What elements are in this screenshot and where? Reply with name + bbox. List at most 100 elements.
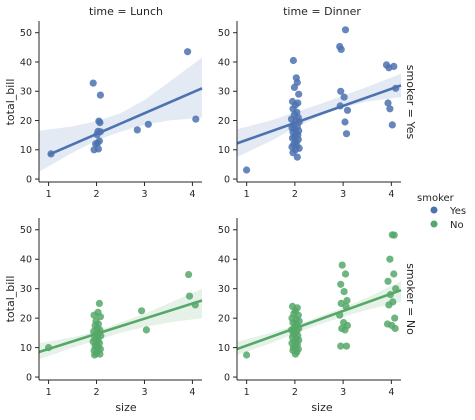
data-point	[133, 126, 141, 134]
data-point	[340, 93, 348, 101]
data-point	[185, 292, 194, 300]
data-point	[343, 106, 352, 114]
legend: smoker Yes No	[417, 193, 466, 231]
data-point	[94, 145, 102, 153]
data-point	[192, 115, 200, 123]
y-tick-label: 50	[218, 28, 230, 39]
data-point	[386, 255, 394, 263]
regression-line	[236, 84, 402, 145]
y-tick-label: 0	[224, 372, 230, 383]
row-title-smoker-yes: smoker = Yes	[404, 65, 417, 140]
legend-title: smoker	[417, 193, 455, 204]
y-tick-label: 0	[26, 372, 32, 383]
y-tick-label: 50	[20, 28, 32, 39]
data-point	[337, 45, 345, 54]
data-point	[96, 313, 104, 321]
data-point	[388, 121, 396, 129]
y-tick-label: 40	[218, 255, 230, 266]
y-tick-label: 40	[218, 57, 230, 68]
x-tick-label: 3	[340, 387, 346, 398]
panel-smoker-yes-dinner: 0 10 20 30 40 50 1 2 3 4	[218, 21, 402, 200]
confidence-band	[39, 288, 202, 360]
regression-line	[48, 87, 203, 156]
y-tick-label: 20	[218, 313, 230, 324]
y-tick-label: 40	[20, 255, 32, 266]
y-tick-label: 50	[218, 225, 230, 236]
data-point	[142, 326, 150, 334]
legend-label-yes: Yes	[449, 206, 466, 217]
data-point	[91, 351, 99, 359]
data-point	[290, 83, 298, 91]
y-tick-label: 10	[20, 145, 32, 156]
x-tick-label: 1	[244, 387, 250, 398]
data-point	[390, 270, 398, 278]
x-tick-label: 4	[388, 387, 394, 398]
data-point	[391, 324, 399, 333]
data-point	[138, 307, 146, 315]
data-point	[95, 299, 103, 307]
row-title-smoker-no: smoker = No	[404, 263, 417, 335]
x-tick-label: 3	[141, 387, 147, 398]
x-tick-label: 2	[292, 387, 298, 398]
data-point	[384, 99, 392, 107]
data-point	[341, 118, 349, 126]
x-tick-label: 4	[189, 387, 195, 398]
panel-smoker-yes-lunch: 0 10 20 30 40 50 1 2 3 4	[20, 21, 203, 200]
y-tick-label: 30	[20, 284, 32, 295]
legend-marker-no	[430, 220, 438, 228]
x-tick-label: 4	[189, 189, 195, 200]
data-point	[337, 87, 345, 95]
y-tick-label: 30	[20, 87, 32, 98]
data-point	[89, 79, 97, 87]
x-tick-label: 1	[46, 387, 52, 398]
y-tick-label: 40	[20, 57, 32, 68]
data-point	[342, 342, 351, 350]
y-tick-label: 30	[218, 87, 230, 98]
y-tick-label: 10	[218, 343, 230, 354]
panel-smoker-no-lunch: 0 10 20 30 40 50 1 2 3 4	[20, 218, 203, 398]
col-title-dinner: time = Dinner	[283, 5, 361, 18]
data-point	[289, 56, 297, 65]
x-tick-label: 2	[94, 387, 100, 398]
x-tick-label: 4	[388, 189, 394, 200]
data-point	[243, 351, 251, 359]
data-point	[96, 119, 104, 127]
x-tick-label: 3	[340, 189, 346, 200]
x-tick-label: 3	[141, 189, 147, 200]
data-point	[291, 350, 299, 358]
data-point	[385, 301, 393, 309]
x-tick-label: 2	[292, 189, 298, 200]
data-point	[343, 296, 351, 305]
y-axis-label-bottom: total_bill	[4, 276, 17, 323]
data-point	[295, 90, 303, 98]
x-axis-label-dinner: size	[311, 401, 333, 414]
y-axis-label-top: total_bill	[4, 79, 17, 126]
data-point	[338, 261, 346, 269]
y-tick-label: 50	[20, 225, 32, 236]
data-point	[341, 270, 350, 278]
data-point	[243, 166, 251, 174]
data-point	[342, 130, 351, 138]
data-point	[293, 153, 301, 161]
data-point	[90, 311, 98, 319]
data-point	[289, 149, 297, 157]
data-point	[96, 350, 104, 358]
data-point	[96, 91, 104, 99]
data-point	[341, 26, 350, 34]
y-tick-label: 20	[218, 116, 230, 127]
data-point	[341, 326, 349, 334]
data-point	[386, 105, 394, 113]
data-point	[184, 48, 192, 56]
y-tick-label: 30	[218, 284, 230, 295]
x-tick-label: 1	[46, 189, 52, 200]
col-title-lunch: time = Lunch	[89, 5, 163, 18]
confidence-band	[237, 281, 401, 355]
data-point	[337, 342, 345, 350]
x-axis-label-lunch: size	[115, 401, 137, 414]
y-tick-label: 20	[20, 313, 32, 324]
data-point	[390, 231, 398, 239]
panel-smoker-no-dinner: 0 10 20 30 40 50 1 2 3 4	[218, 218, 402, 398]
data-point	[391, 314, 399, 322]
data-point	[384, 277, 392, 285]
x-tick-label: 2	[94, 189, 100, 200]
